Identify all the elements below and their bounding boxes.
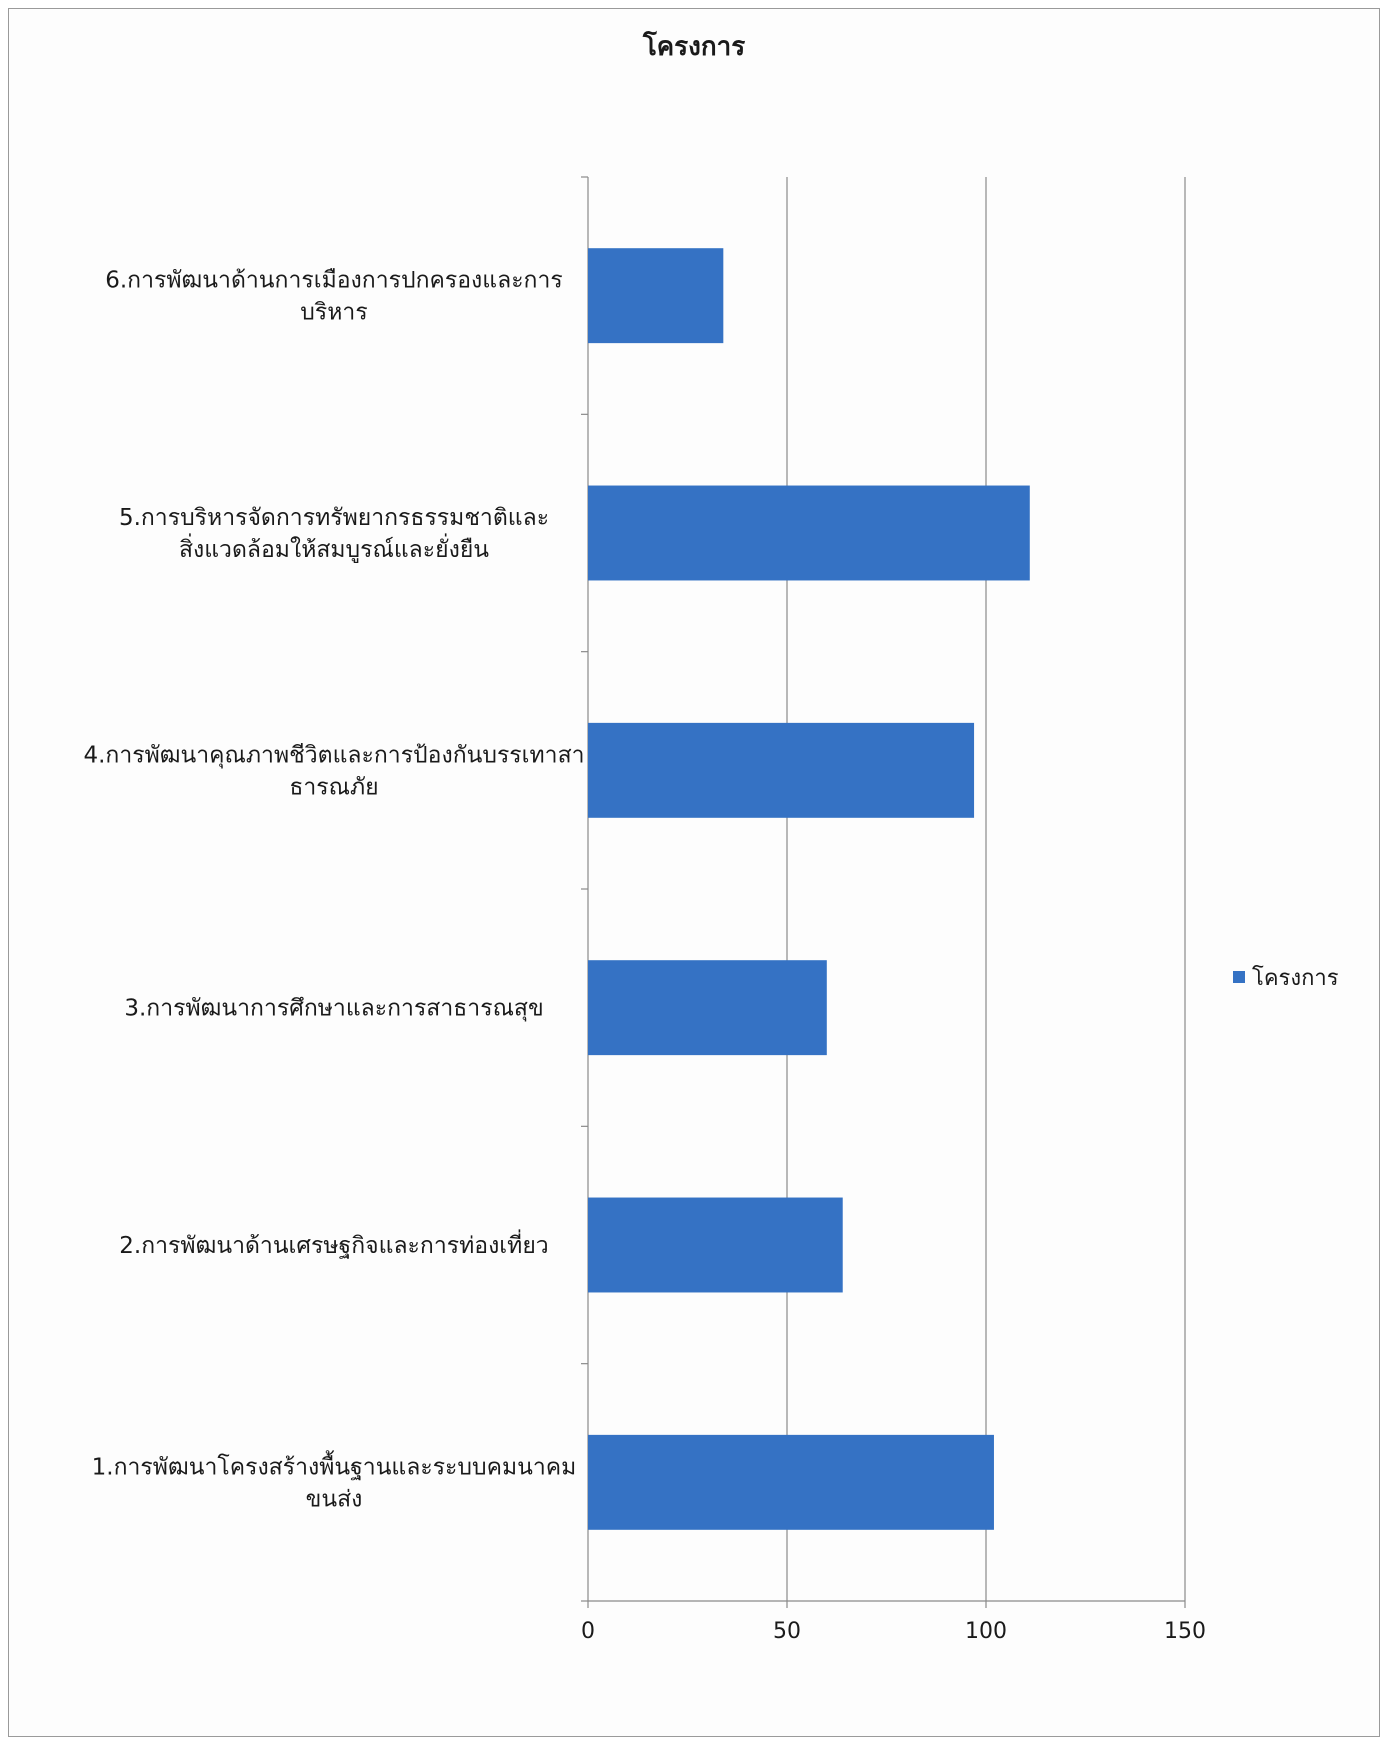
x-tick-label: 150	[1164, 1619, 1206, 1644]
gridlines	[786, 177, 1186, 1601]
category-label: 1.การพัฒนาโครงสร้างพื้นฐานและระบบคมนาคมข…	[92, 1450, 577, 1512]
x-tick-label: 100	[965, 1619, 1007, 1644]
chart-title: โครงการ	[642, 30, 745, 62]
category-label: 3.การพัฒนาการศึกษาและการสาธารณสุข	[124, 996, 543, 1022]
bar	[588, 960, 827, 1056]
bar	[588, 248, 724, 344]
bar	[588, 1197, 843, 1293]
bar	[588, 722, 975, 818]
category-label: 6.การพัฒนาด้านการเมืองการปกครองและการบริ…	[105, 268, 563, 326]
legend-swatch	[1233, 971, 1245, 983]
legend: โครงการ	[1233, 965, 1339, 991]
category-label: 2.การพัฒนาด้านเศรษฐกิจและการท่องเที่ยว	[119, 1229, 548, 1259]
category-label: 5.การบริหารจัดการทรัพยากรธรรมชาติและสิ่ง…	[119, 505, 549, 563]
category-labels: 1.การพัฒนาโครงสร้างพื้นฐานและระบบคมนาคมข…	[83, 268, 584, 1513]
bars	[588, 248, 1030, 1530]
x-tick-label: 0	[581, 1619, 595, 1644]
x-tick-labels: 0 50 100 150	[581, 1619, 1206, 1644]
bar	[588, 1434, 994, 1530]
x-tick-label: 50	[773, 1619, 801, 1644]
bar	[588, 485, 1030, 581]
bar-chart: โครงการ 1.การพัฒนาโครงสร้างพื้นฐานและระบ…	[83, 30, 1339, 1644]
category-label: 4.การพัฒนาคุณภาพชีวิตและการป้องกันบรรเทา…	[83, 742, 584, 800]
axes	[581, 176, 1186, 1608]
legend-label: โครงการ	[1252, 965, 1339, 991]
chart-frame: โครงการ 1.การพัฒนาโครงสร้างพื้นฐานและระบ…	[8, 8, 1380, 1737]
